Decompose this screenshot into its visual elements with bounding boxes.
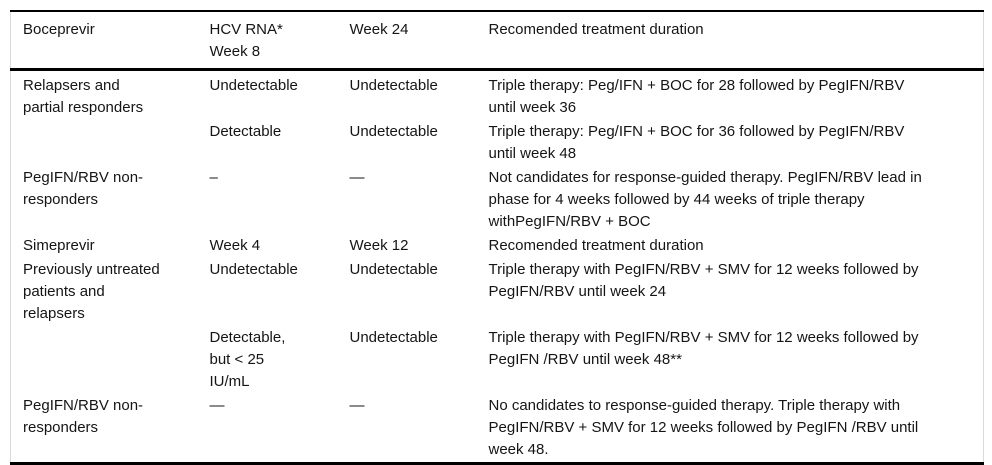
cell-patient-group: Previously untreated patients and relaps… [23, 261, 160, 322]
treatment-duration-table: Boceprevir HCV RNA* Week 8 Week 24 Recom… [10, 10, 984, 465]
cell-week24-result: — [349, 169, 365, 186]
cell-patient-group: PegIFN/RBV non- responders [23, 169, 144, 208]
header-hcv-rna-week8: HCV RNA* Week 8 [197, 11, 338, 71]
table-row: PegIFN/RBV non- responders – — Not candi… [11, 166, 984, 234]
cell-week8-result: – [209, 169, 218, 186]
table-header: Boceprevir HCV RNA* Week 8 Week 24 Recom… [10, 11, 984, 71]
cell-week8-result: Undetectable [209, 261, 298, 278]
cell-patient-group: Relapsers and partial responders [23, 77, 144, 116]
cell-week8-result: Detectable [209, 123, 282, 140]
cell-treatment-duration: No candidates to response-guided therapy… [488, 397, 919, 458]
table-body: Relapsers and partial responders Undetec… [11, 70, 984, 464]
cell-patient-group [11, 120, 198, 166]
cell-treatment-duration: Triple therapy: Peg/IFN + BOC for 36 fol… [488, 123, 905, 162]
header-week24: Week 24 [337, 11, 477, 71]
cell-week12-label: Week 12 [349, 237, 409, 254]
cell-treatment-duration: Not candidates for response-guided thera… [488, 169, 922, 230]
cell-treatment-duration: Triple therapy with PegIFN/RBV + SMV for… [488, 329, 919, 368]
cell-week8-result: Undetectable [209, 77, 298, 94]
header-recommended-duration: Recomended treatment duration [476, 11, 984, 71]
cell-week8-result: — [209, 397, 225, 414]
cell-week4-label: Week 4 [209, 237, 261, 254]
cell-week24-result: Undetectable [349, 123, 438, 140]
table-row: Relapsers and partial responders Undetec… [11, 70, 984, 121]
header-drug-boceprevir: Boceprevir [10, 11, 198, 71]
cell-treatment-duration: Triple therapy with PegIFN/RBV + SMV for… [488, 261, 919, 300]
cell-patient-group: PegIFN/RBV non- responders [23, 397, 144, 436]
table-row: Simeprevir Week 4 Week 12 Recomended tre… [11, 234, 984, 258]
cell-drug-simeprevir: Simeprevir [23, 237, 95, 254]
cell-treatment-duration: Recomended treatment duration [488, 237, 704, 254]
table-row: PegIFN/RBV non- responders — — No candid… [11, 394, 984, 464]
header-row: Boceprevir HCV RNA* Week 8 Week 24 Recom… [10, 11, 984, 71]
cell-week24-result: — [349, 397, 365, 414]
cell-week24-result: Undetectable [349, 261, 438, 278]
cell-treatment-duration: Triple therapy: Peg/IFN + BOC for 28 fol… [488, 77, 905, 116]
table-row: Previously untreated patients and relaps… [11, 258, 984, 326]
cell-week24-result: Undetectable [349, 77, 438, 94]
cell-week8-result: Detectable, but < 25 IU/mL [209, 329, 286, 390]
table-row: Detectable, but < 25 IU/mL Undetectable … [11, 326, 984, 394]
table-row: Detectable Undetectable Triple therapy: … [11, 120, 984, 166]
cell-patient-group [11, 326, 198, 394]
cell-week24-result: Undetectable [349, 329, 438, 346]
